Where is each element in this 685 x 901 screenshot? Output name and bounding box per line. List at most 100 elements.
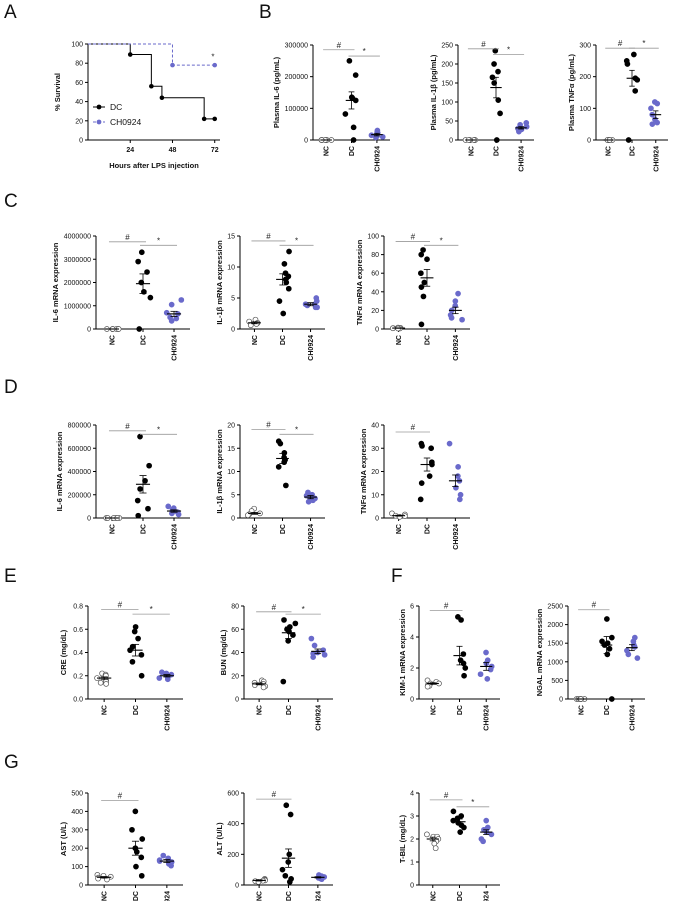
data-point — [654, 100, 661, 107]
y-axis-label: ALT (U/L) — [215, 822, 224, 856]
data-point — [461, 824, 467, 831]
significance-mark: * — [302, 605, 305, 614]
data-point — [283, 279, 290, 286]
data-point — [97, 679, 104, 686]
y-tick-label: 200 — [227, 852, 239, 859]
x-tick-label: DC — [133, 705, 140, 715]
significance-mark: # — [272, 603, 277, 612]
x-tick-label: DC — [141, 524, 148, 534]
data-point — [418, 321, 425, 328]
significance-mark: * — [440, 236, 443, 245]
data-point — [139, 836, 146, 842]
data-point — [342, 111, 349, 117]
data-point — [146, 462, 152, 469]
data-point — [491, 80, 498, 86]
significance-mark: # — [411, 423, 416, 432]
y-tick-label: 30 — [371, 446, 379, 453]
y-tick-label: 2000000 — [64, 280, 91, 287]
data-point — [654, 119, 661, 126]
data-point — [103, 681, 109, 687]
data-point — [308, 635, 315, 642]
data-point — [178, 297, 185, 303]
x-tick-label: CH0924 — [308, 335, 315, 361]
x-tick-label: NC — [606, 146, 613, 156]
x-tick-label: DC — [425, 335, 432, 345]
data-point — [168, 301, 175, 308]
y-tick-label: 0 — [304, 138, 308, 145]
x-tick-label: NC — [257, 705, 264, 715]
x-tick-label: DC — [280, 335, 287, 345]
y-tick-label: 200 — [441, 62, 453, 69]
data-point — [432, 845, 439, 852]
y-axis-label: IL-6 mRNA expression — [55, 431, 64, 511]
data-point — [418, 480, 425, 486]
significance-mark: # — [125, 233, 130, 242]
data-point — [133, 849, 140, 855]
y-tick-label: 300000 — [285, 43, 308, 50]
y-axis-label: Plasma IL-1β (pg/mL) — [429, 54, 438, 130]
data-point — [497, 110, 503, 117]
data-point — [281, 261, 288, 267]
y-tick-label: 200 — [71, 846, 83, 853]
data-point — [426, 473, 433, 479]
y-tick-label: 20 — [231, 673, 239, 680]
y-tick-label: 40 — [75, 99, 83, 106]
y-axis-label: KIM-1 mRNA expression — [398, 609, 407, 696]
chart-10: 0.0 0.2 0.4 0.6 0.8 CRE (mg/dL) NC DC CH0924 # * — [59, 600, 183, 731]
y-axis-label: TNFα mRNA expression — [355, 239, 364, 325]
data-point — [483, 649, 489, 656]
data-point — [287, 811, 294, 818]
y-tick-label: 100 — [441, 100, 453, 107]
y-tick-label: 0 — [375, 516, 379, 523]
data-point — [625, 137, 632, 143]
data-point — [131, 628, 138, 635]
data-point — [138, 854, 145, 861]
y-tick-label: 2 — [410, 837, 414, 844]
data-point — [516, 128, 522, 135]
y-tick-label: 1 — [410, 860, 414, 867]
data-point — [495, 97, 502, 103]
data-point — [457, 829, 464, 835]
x-tick-label: CH0924 — [484, 891, 491, 901]
y-tick-label: 3000000 — [64, 257, 91, 264]
data-point — [418, 251, 425, 258]
y-tick-label: 1500 — [547, 641, 563, 648]
y-tick-label: 0 — [87, 516, 91, 523]
y-tick-label: 100000 — [285, 106, 308, 113]
y-tick-label: 50 — [445, 119, 453, 126]
data-point — [487, 666, 494, 673]
chart-16: 0 1 2 3 4 T-BIL (mg/dL) NC DC CH0924 # * — [398, 791, 500, 901]
data-point — [608, 634, 615, 641]
y-tick-label: 2000 — [547, 622, 563, 629]
significance-mark: * — [642, 39, 645, 48]
data-point — [133, 863, 139, 870]
data-point — [142, 477, 148, 484]
significance-mark: * — [295, 236, 298, 245]
data-point — [292, 620, 299, 627]
y-tick-label: 20 — [227, 423, 235, 430]
data-point — [606, 645, 613, 652]
significance-mark: # — [118, 600, 123, 609]
data-point — [281, 617, 287, 623]
data-point — [491, 61, 497, 67]
data-point — [431, 840, 438, 847]
data-point — [350, 137, 357, 143]
y-tick-label: 0.4 — [73, 650, 83, 657]
x-tick-label: DC — [133, 891, 140, 901]
y-tick-label: 5 — [231, 492, 235, 499]
survival-point — [149, 83, 154, 89]
significance-mark: # — [125, 422, 130, 431]
data-point — [320, 647, 327, 654]
data-point — [352, 72, 359, 78]
y-tick-label: 20 — [371, 469, 379, 476]
data-point — [421, 279, 428, 286]
data-point — [446, 440, 453, 447]
x-tick-label: DC — [280, 524, 287, 534]
x-tick-label: NC — [109, 335, 116, 345]
chart-1: 0 100000 200000 300000 Plasma IL-6 (pg/mL) NC… — [272, 41, 390, 172]
y-axis-label: CRE (mg/dL) — [59, 629, 68, 675]
